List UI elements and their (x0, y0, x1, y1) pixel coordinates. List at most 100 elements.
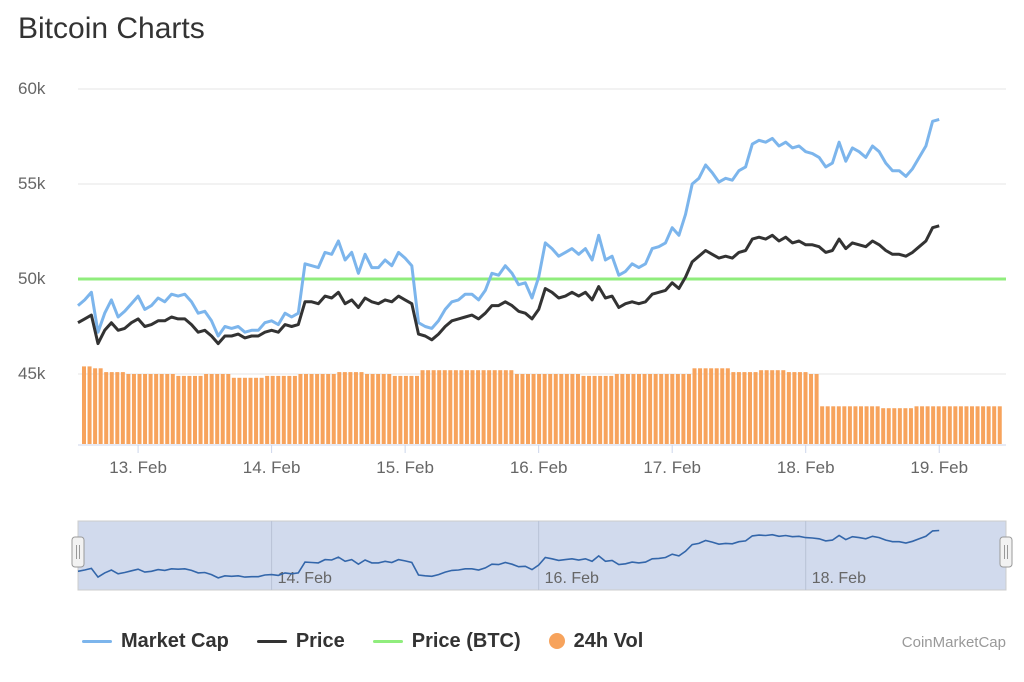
volume-bar (714, 368, 719, 444)
volume-bar (986, 406, 991, 444)
volume-bar (220, 374, 225, 444)
legend-item-market-cap[interactable]: Market Cap (82, 630, 229, 653)
volume-bar (814, 374, 819, 444)
volume-bar (659, 374, 664, 444)
navigator-series-line (77, 529, 940, 579)
volume-bar (476, 370, 481, 444)
volume-bar (420, 370, 425, 444)
volume-bar (997, 406, 1002, 444)
volume-bar (670, 374, 675, 444)
volume-bar (958, 406, 963, 444)
volume-bar (348, 372, 353, 444)
volume-bar (204, 374, 209, 444)
volume-bar (886, 408, 891, 444)
volume-bar (148, 374, 153, 444)
volume-bar (947, 406, 952, 444)
volume-bar (209, 374, 214, 444)
navigator[interactable]: 14. Feb 16. Feb 18. Feb (71, 520, 1013, 591)
volume-bar (870, 406, 875, 444)
volume-bar (637, 374, 641, 444)
volume-bar (104, 372, 109, 444)
price-line-swatch-icon (256, 639, 287, 643)
volume-bar (587, 375, 592, 444)
vol-dot-swatch-icon (548, 633, 565, 649)
volume-bar (681, 374, 686, 444)
volume-bar (825, 406, 830, 444)
volume-bar (559, 374, 564, 444)
volume-bar (836, 406, 841, 444)
volume-bar (526, 374, 530, 444)
volume-bar (287, 375, 292, 444)
volume-bar (786, 372, 791, 444)
volume-bar (126, 374, 131, 444)
legend-label: Price (BTC) (411, 629, 521, 652)
volume-bar (87, 366, 92, 444)
volume-bar (831, 406, 836, 444)
volume-bar (98, 368, 103, 444)
volume-bar (925, 406, 930, 444)
volume-bar (809, 374, 814, 444)
x-tick-label: 18. Feb (777, 458, 835, 477)
y-tick-label: 50k (18, 269, 46, 288)
volume-bar (276, 375, 281, 444)
volume-bar (842, 406, 847, 444)
volume-bar (309, 374, 314, 444)
volume-bar (226, 374, 231, 444)
volume-bar (448, 370, 453, 444)
volume-bar (648, 374, 653, 444)
volume-bar (237, 377, 242, 444)
volume-bar (415, 375, 419, 444)
volume-bar (964, 406, 969, 444)
volume-bar (365, 374, 370, 444)
volume-bar (215, 374, 220, 444)
navigator-handle-left[interactable] (71, 536, 85, 568)
volume-bar (625, 374, 630, 444)
credits-link[interactable]: CoinMarketCap (901, 634, 1006, 651)
volume-bar (908, 408, 913, 444)
volume-bar (453, 370, 458, 444)
volume-bar (609, 375, 614, 444)
volume-bar (781, 370, 786, 444)
handle-grip-icon (999, 536, 1013, 568)
volume-bar (176, 375, 181, 444)
volume-bar (548, 374, 553, 444)
volume-bar (459, 370, 464, 444)
volume-bar (620, 374, 625, 444)
volume-bar (170, 374, 175, 444)
legend-item-price-btc[interactable]: Price (BTC) (372, 629, 521, 653)
navigator-handle-right[interactable] (999, 536, 1013, 568)
price-btc-line-swatch-icon (372, 639, 403, 643)
volume-bar (931, 406, 936, 444)
volume-bar (759, 370, 764, 444)
volume-bar (975, 406, 980, 444)
volume-bar (137, 374, 142, 444)
volume-bar (631, 374, 636, 444)
volume-bar (520, 374, 525, 444)
x-tick-label: 13. Feb (109, 458, 167, 477)
volume-bar (748, 372, 752, 444)
volume-bar (675, 374, 680, 444)
volume-bar (187, 375, 192, 444)
x-tick-label: 16. Feb (510, 458, 568, 477)
volume-bar (792, 372, 797, 444)
volume-bar (265, 375, 270, 444)
legend-item-24h-vol[interactable]: 24h Vol (548, 630, 643, 653)
x-tick-label: 17. Feb (643, 458, 701, 477)
volume-bar (859, 406, 863, 444)
volume-bar (903, 408, 908, 444)
x-axis: 13. Feb 14. Feb 15. Feb 16. Feb 17. Feb 18. F… (78, 444, 1006, 477)
volume-bar (553, 374, 558, 444)
volume-bar (720, 368, 725, 444)
volume-bar (981, 406, 986, 444)
legend-item-price[interactable]: Price (256, 630, 345, 653)
volume-bar (82, 366, 86, 444)
y-axis-ticks: 60k 55k 50k 45k (18, 79, 46, 383)
volume-bar (509, 370, 514, 444)
volume-bar (853, 406, 858, 444)
volume-bar (426, 370, 431, 444)
volume-bar (320, 374, 325, 444)
volume-bar (881, 408, 886, 444)
volume-bar (686, 374, 691, 444)
